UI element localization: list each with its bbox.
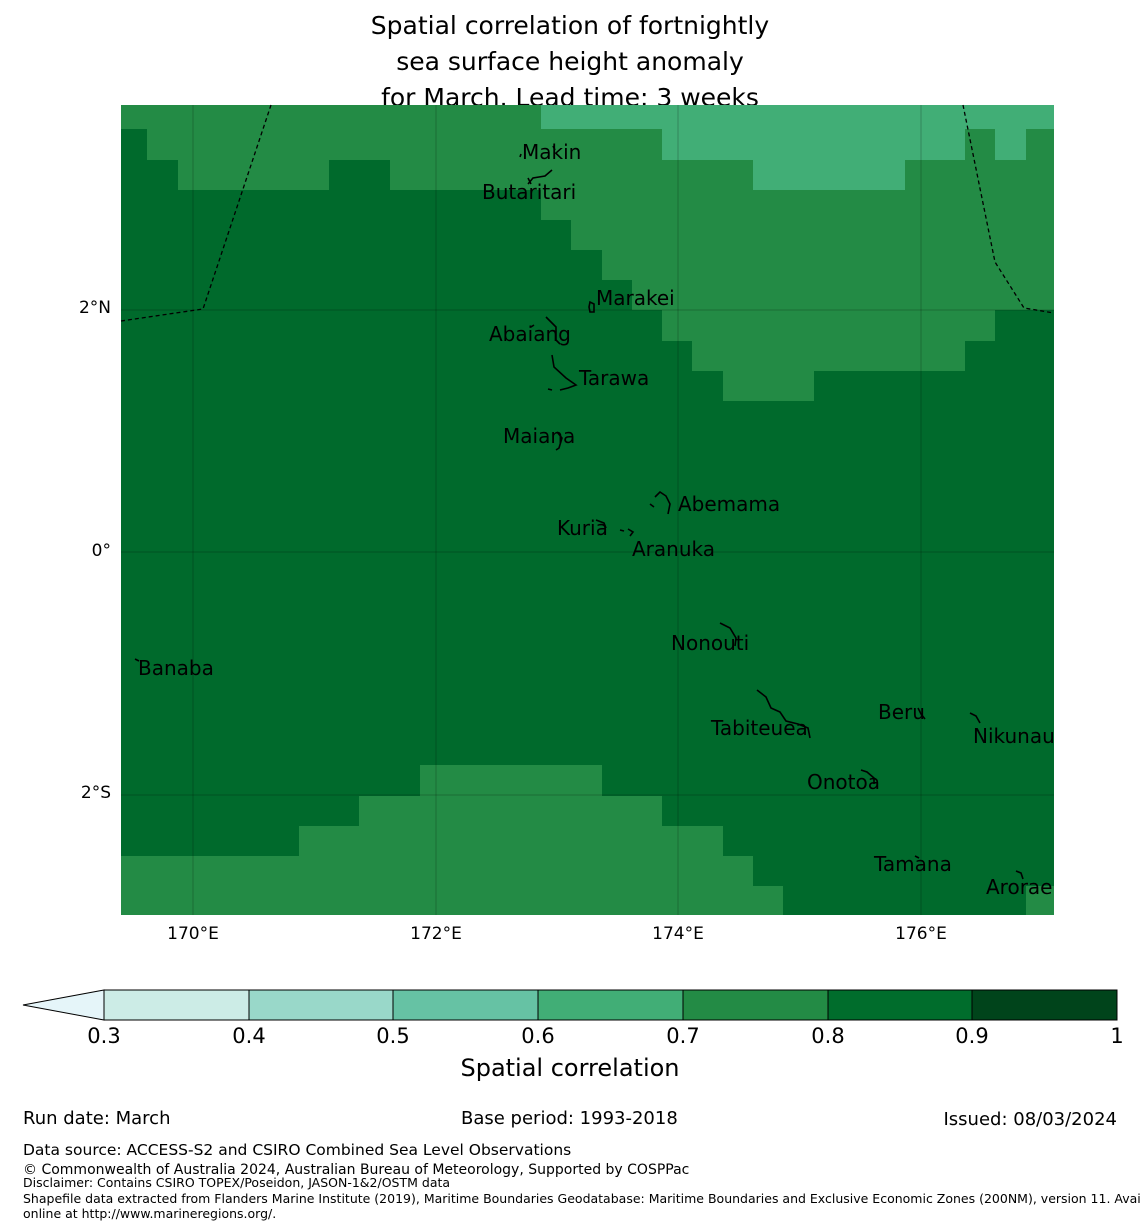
colorbar-tick-0.4: 0.4	[232, 1024, 266, 1048]
island-label-arorae: Arorae	[986, 875, 1053, 899]
island-shape-abemama	[649, 490, 671, 515]
colorbar-extend-arrow	[22, 989, 105, 1021]
island-label-tabiteuea: Tabiteuea	[711, 716, 808, 740]
colorbar-tick-1: 1	[1110, 1024, 1124, 1048]
correlation-region-north-0.6	[541, 105, 1054, 190]
colorbar-tick-0.8: 0.8	[811, 1024, 845, 1048]
title-line-1: Spatial correlation of fortnightly	[370, 11, 770, 40]
eez-boundary-west	[120, 104, 272, 322]
lon-label-174e: 174°E	[652, 924, 704, 944]
island-label-banaba: Banaba	[138, 656, 214, 680]
disclaimer: Disclaimer: Contains CSIRO TOPEX/Poseido…	[23, 1175, 451, 1190]
graticule	[121, 105, 1054, 915]
island-label-abemama: Abemama	[678, 492, 781, 516]
island-shape-nikunau	[969, 712, 981, 724]
island-shape-tamana	[914, 855, 920, 859]
island-label-kuria: Kuria	[557, 516, 608, 540]
correlation-region-south-0.7	[121, 765, 783, 915]
title-line-2: sea surface height anomaly	[396, 47, 744, 76]
island-shape-onotoa	[860, 769, 875, 784]
lon-label-172e: 172°E	[410, 924, 462, 944]
lat-label-2s: 2°S	[80, 783, 111, 803]
lon-label-176e: 176°E	[895, 924, 947, 944]
island-label-tamana: Tamana	[874, 852, 952, 876]
eez-boundaries	[120, 104, 1055, 322]
colorbar-segment-0.6-0.7	[537, 989, 684, 1021]
island-shape-nonouti	[719, 622, 737, 647]
island-shape-banaba	[134, 658, 140, 662]
lat-label-0: 0°	[91, 541, 111, 561]
copyright-notice: © Commonwealth of Australia 2024, Austra…	[23, 1162, 690, 1178]
island-label-beru: Beru	[878, 700, 925, 724]
island-label-maiana: Maiana	[503, 424, 576, 448]
colorbar-tick-0.6: 0.6	[521, 1024, 555, 1048]
base-period: Base period: 1993-2018	[461, 1108, 678, 1129]
lon-label-170e: 170°E	[167, 924, 219, 944]
island-shape-tabiteuea	[756, 689, 811, 739]
island-shape-abaiang	[530, 316, 561, 345]
colorbar-label: Spatial correlation	[460, 1054, 680, 1082]
island-outlines	[134, 145, 1024, 880]
eez-boundary-east	[962, 104, 1055, 314]
island-shape-arorae	[1015, 870, 1024, 880]
island-label-onotoa: Onotoa	[807, 770, 880, 794]
island-shape-butaritari	[527, 169, 553, 185]
island-shape-aranuka	[619, 528, 635, 537]
colorbar-segment-0.3-0.4	[103, 989, 250, 1021]
colorbar	[22, 989, 1118, 1021]
issued-date: Issued: 08/03/2024	[943, 1109, 1117, 1130]
data-source: Data source: ACCESS-S2 and CSIRO Combine…	[23, 1141, 572, 1159]
colorbar-tick-0.5: 0.5	[376, 1024, 410, 1048]
colorbar-tick-0.7: 0.7	[666, 1024, 700, 1048]
island-shape-kuria	[595, 519, 607, 529]
island-shape-maiana	[555, 431, 563, 451]
run-date: Run date: March	[23, 1108, 171, 1129]
island-shape-marakei	[588, 300, 595, 313]
colorbar-segment-0.4-0.5	[248, 989, 394, 1021]
lat-label-2n: 2°N	[78, 298, 111, 318]
colorbar-tick-0.9: 0.9	[955, 1024, 989, 1048]
island-label-makin: Makin	[522, 140, 582, 164]
shapefile-credit-line-2: online at http://www.marineregions.org/.	[23, 1206, 277, 1221]
island-shape-makin	[519, 145, 556, 158]
island-label-butaritari: Butaritari	[482, 180, 577, 204]
island-label-abaiang: Abaiang	[489, 322, 571, 346]
island-shape-tarawa	[547, 354, 578, 391]
island-label-aranuka: Aranuka	[632, 537, 715, 561]
colorbar-segment-0.9-1	[971, 989, 1118, 1021]
colorbar-segment-0.7-0.8	[682, 989, 829, 1021]
island-label-nonouti: Nonouti	[671, 631, 750, 655]
colorbar-segment-0.8-0.9	[827, 989, 973, 1021]
correlation-region-southeast-0.7	[1026, 886, 1054, 915]
colorbar-segment-0.5-0.6	[392, 989, 539, 1021]
colorbar-tick-0.3: 0.3	[87, 1024, 121, 1048]
island-label-nikunau: Nikunau	[973, 724, 1055, 748]
shapefile-credit-line-1: Shapefile data extracted from Flanders M…	[23, 1191, 1140, 1206]
island-label-tarawa: Tarawa	[579, 366, 650, 390]
island-label-marakei: Marakei	[596, 286, 675, 310]
island-shape-beru	[917, 707, 926, 720]
